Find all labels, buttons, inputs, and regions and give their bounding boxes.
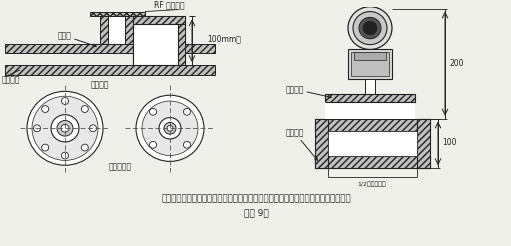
Text: 200: 200 [449, 59, 463, 68]
Circle shape [81, 106, 88, 112]
Bar [417, 119, 430, 168]
Circle shape [167, 125, 173, 131]
Bar [133, 16, 185, 24]
Text: （图 9）: （图 9） [244, 208, 268, 217]
Bar [133, 16, 185, 65]
Bar [315, 119, 328, 168]
Bar [325, 94, 415, 102]
Circle shape [34, 125, 40, 132]
Circle shape [183, 141, 191, 148]
Bar [5, 44, 215, 53]
Text: 100: 100 [442, 138, 456, 147]
Circle shape [32, 96, 98, 160]
Text: 1/2管量管外径: 1/2管量管外径 [358, 181, 386, 186]
Circle shape [183, 108, 191, 115]
Bar [325, 102, 415, 119]
Bar [100, 16, 108, 44]
Circle shape [61, 152, 68, 159]
Bar [108, 16, 125, 44]
Text: 管道中心线: 管道中心线 [108, 163, 131, 172]
Circle shape [136, 95, 204, 161]
Circle shape [353, 12, 387, 45]
Circle shape [359, 17, 381, 39]
Bar [351, 52, 389, 76]
Circle shape [61, 124, 69, 132]
Text: RF 配套法兰: RF 配套法兰 [154, 0, 185, 10]
Text: 管道外壁: 管道外壁 [286, 129, 317, 160]
Circle shape [42, 144, 49, 151]
Circle shape [51, 115, 79, 142]
Bar [5, 65, 215, 75]
Text: 100mm高: 100mm高 [207, 34, 241, 43]
Circle shape [164, 123, 176, 134]
Text: 插入式流量计短管制作、安装示意图，根据流量计算采用不同的法兰及短管公称直径: 插入式流量计短管制作、安装示意图，根据流量计算采用不同的法兰及短管公称直径 [161, 195, 351, 204]
Circle shape [348, 7, 392, 49]
Circle shape [89, 125, 97, 132]
Circle shape [27, 91, 103, 165]
Bar [315, 119, 430, 131]
Circle shape [363, 21, 377, 35]
Circle shape [159, 118, 181, 139]
Bar [365, 79, 375, 143]
Bar [178, 16, 185, 65]
Circle shape [142, 101, 198, 155]
Bar [354, 52, 386, 60]
Text: 焊接短管: 焊接短管 [91, 80, 109, 89]
Bar [348, 49, 392, 79]
Text: 配套短管: 配套短管 [286, 85, 331, 98]
Circle shape [81, 144, 88, 151]
Bar [125, 16, 133, 44]
Text: 焊接点: 焊接点 [58, 31, 97, 47]
Bar [90, 12, 145, 16]
Bar [328, 131, 417, 155]
Circle shape [42, 106, 49, 112]
Circle shape [61, 98, 68, 105]
Circle shape [57, 121, 73, 136]
Circle shape [150, 108, 156, 115]
Text: 工艺管道: 工艺管道 [2, 75, 20, 84]
Bar [315, 155, 430, 168]
Bar [133, 24, 178, 65]
Circle shape [150, 141, 156, 148]
